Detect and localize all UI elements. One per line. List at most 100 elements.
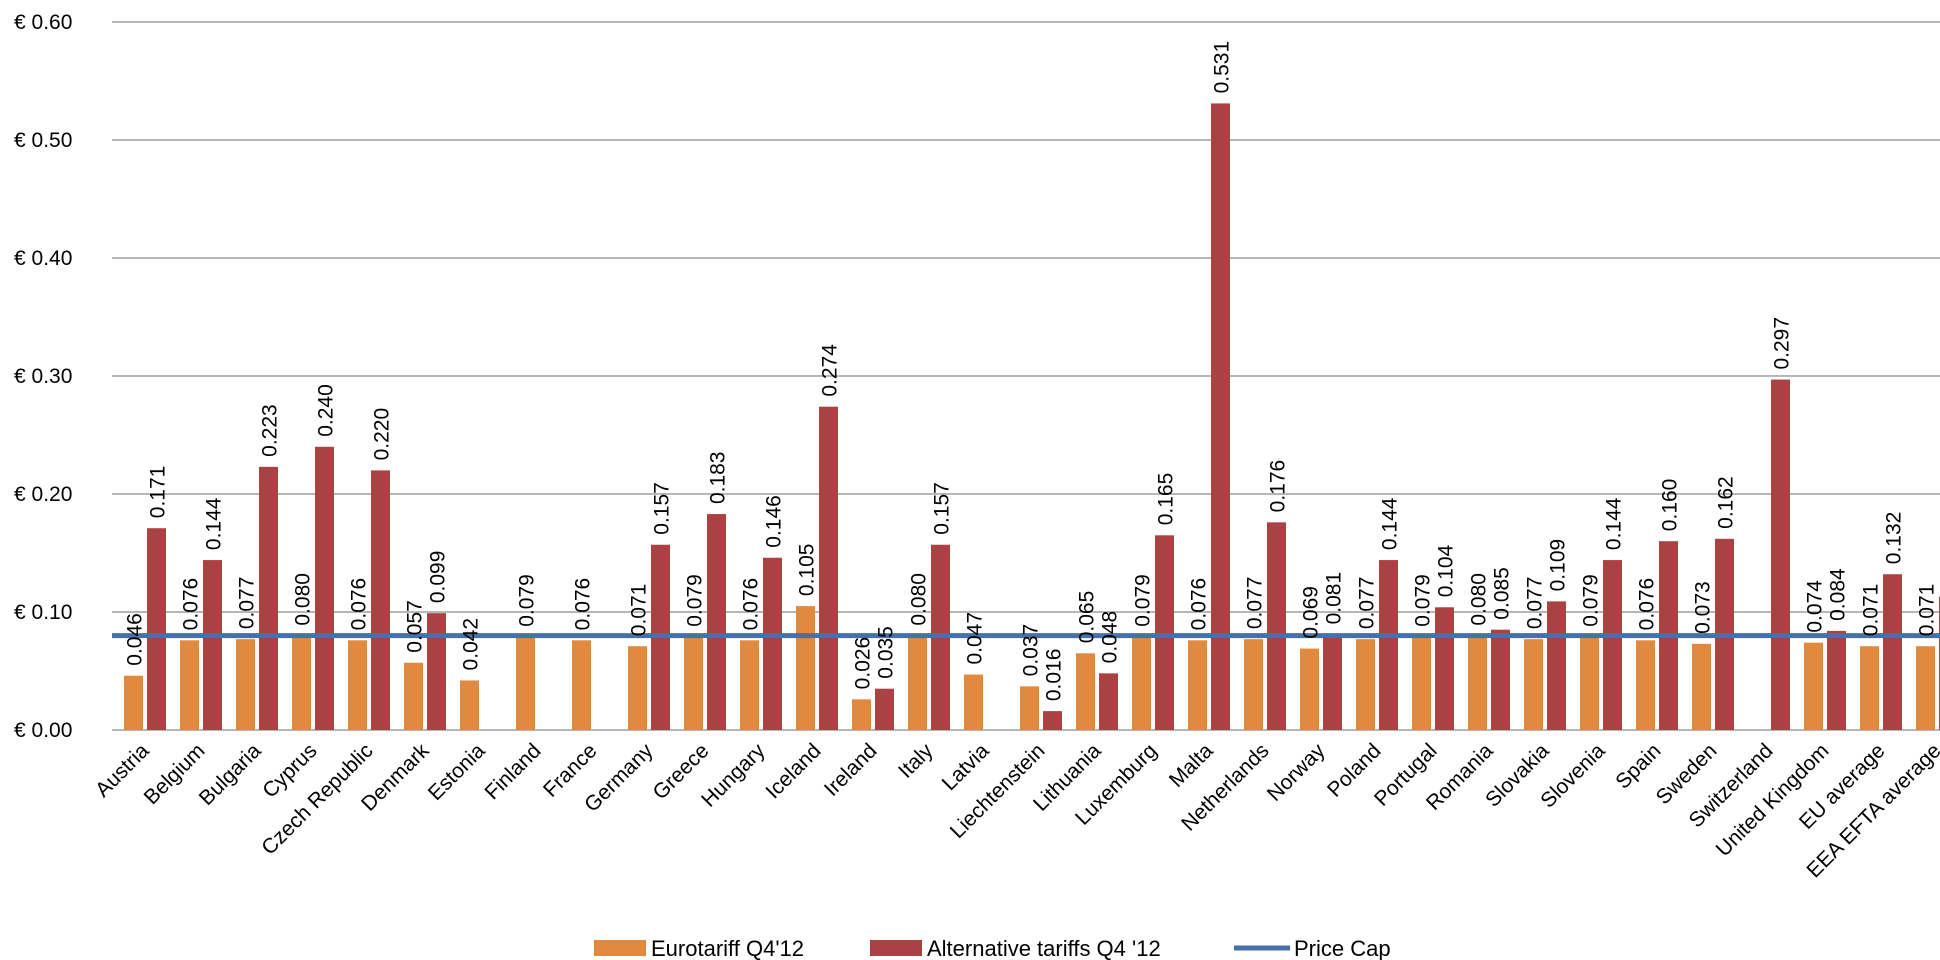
- x-tick-label: Bulgaria: [195, 739, 266, 810]
- y-tick-label: € 0.10: [14, 601, 72, 624]
- bar: [1099, 673, 1118, 730]
- legend-label: Alternative tariffs Q4 '12: [927, 936, 1161, 960]
- bar: [964, 674, 983, 730]
- y-tick-label: € 0.60: [14, 11, 72, 34]
- data-label: 0.079: [1580, 574, 1603, 627]
- bar: [1524, 639, 1543, 730]
- bar: [1043, 711, 1062, 730]
- bar: [460, 680, 479, 730]
- bar: [1211, 103, 1230, 731]
- bar: [763, 557, 782, 730]
- bar: [1379, 560, 1398, 730]
- bar: [1300, 648, 1319, 730]
- data-label: 0.160: [1659, 479, 1682, 532]
- bar: [1547, 601, 1566, 730]
- data-label: 0.077: [236, 577, 259, 630]
- bar: [1636, 640, 1655, 730]
- data-label: 0.080: [1468, 573, 1491, 626]
- bar: [147, 528, 166, 730]
- data-label: 0.531: [1211, 41, 1234, 94]
- data-label: 0.077: [1244, 577, 1267, 630]
- x-tick-label: Spain: [1611, 739, 1665, 793]
- x-tick-label: Iceland: [761, 739, 825, 803]
- data-label: 0.048: [1099, 611, 1122, 664]
- bar: [315, 446, 334, 730]
- bar: [1076, 653, 1095, 730]
- bar: [1356, 639, 1375, 730]
- data-label: 0.076: [1188, 578, 1211, 631]
- data-label: 0.157: [651, 482, 674, 535]
- y-tick-label: € 0.20: [14, 483, 72, 506]
- bar: [1323, 634, 1342, 730]
- data-label: 0.165: [1155, 473, 1178, 526]
- y-tick-label: € 0.50: [14, 129, 72, 152]
- data-label: 0.071: [1916, 584, 1939, 637]
- bar: [236, 639, 255, 730]
- y-tick-label: € 0.40: [14, 247, 72, 270]
- legend-swatch: [870, 940, 922, 956]
- bar: [707, 514, 726, 730]
- data-label: 0.171: [147, 466, 170, 519]
- data-label: 0.079: [516, 574, 539, 627]
- legend: Eurotariff Q4'12 Alternative tariffs Q4 '…: [594, 936, 1391, 960]
- bar: [572, 640, 591, 730]
- bar: [292, 635, 311, 730]
- data-label: 0.109: [1547, 539, 1570, 592]
- bar: [796, 606, 815, 730]
- bar: [684, 636, 703, 730]
- x-tick-label: Norway: [1263, 739, 1330, 806]
- legend-label: Price Cap: [1294, 936, 1391, 960]
- data-label: 0.176: [1267, 460, 1290, 513]
- bar: [1244, 639, 1263, 730]
- data-label: 0.077: [1524, 577, 1547, 630]
- x-tick-label: Estonia: [424, 739, 490, 805]
- data-label: 0.035: [875, 626, 898, 679]
- bar: [908, 635, 927, 730]
- bar: [348, 640, 367, 730]
- bar: [1692, 643, 1711, 730]
- bar: [819, 406, 838, 730]
- bar: [1412, 636, 1431, 730]
- data-label: 0.016: [1043, 649, 1066, 702]
- data-label: 0.071: [1860, 584, 1883, 637]
- data-label: 0.099: [427, 551, 450, 604]
- data-label: 0.144: [1379, 497, 1402, 550]
- bar: [1491, 629, 1510, 730]
- data-label: 0.079: [1412, 574, 1435, 627]
- y-tick-label: € 0.30: [14, 365, 72, 388]
- legend-swatch: [594, 940, 646, 956]
- grid-lines: [112, 21, 1940, 731]
- bar: [180, 640, 199, 730]
- data-label: 0.157: [931, 482, 954, 535]
- data-label: 0.074: [1804, 580, 1827, 633]
- data-label: 0.037: [1020, 624, 1043, 677]
- data-label: 0.046: [124, 613, 147, 666]
- bars: [124, 103, 1940, 731]
- x-tick-label: Malta: [1165, 739, 1218, 792]
- data-label: 0.076: [180, 578, 203, 631]
- data-label: 0.079: [1132, 574, 1155, 627]
- bar: [875, 688, 894, 730]
- bar: [852, 699, 871, 730]
- bar: [1435, 607, 1454, 730]
- bar: [1132, 636, 1151, 730]
- data-label: 0.105: [796, 544, 819, 597]
- x-tick-label: Finland: [481, 739, 546, 804]
- data-label: 0.183: [707, 451, 730, 504]
- data-label: 0.113: [1939, 536, 1940, 587]
- data-label: 0.085: [1491, 567, 1514, 620]
- bar: [740, 640, 759, 730]
- data-label: 0.132: [1883, 512, 1906, 565]
- data-label: 0.146: [763, 495, 786, 548]
- bar: [1771, 379, 1790, 730]
- bar: [203, 560, 222, 730]
- data-label: 0.223: [259, 404, 282, 457]
- y-axis: € 0.00 € 0.10 € 0.20 € 0.30 € 0.40 € 0.50 € 0.…: [14, 11, 72, 742]
- bar: [1804, 642, 1823, 730]
- bar: [516, 636, 535, 730]
- data-label: 0.042: [460, 618, 483, 671]
- bar: [1580, 636, 1599, 730]
- x-tick-label: Italy: [894, 739, 938, 783]
- data-label: 0.297: [1771, 317, 1794, 370]
